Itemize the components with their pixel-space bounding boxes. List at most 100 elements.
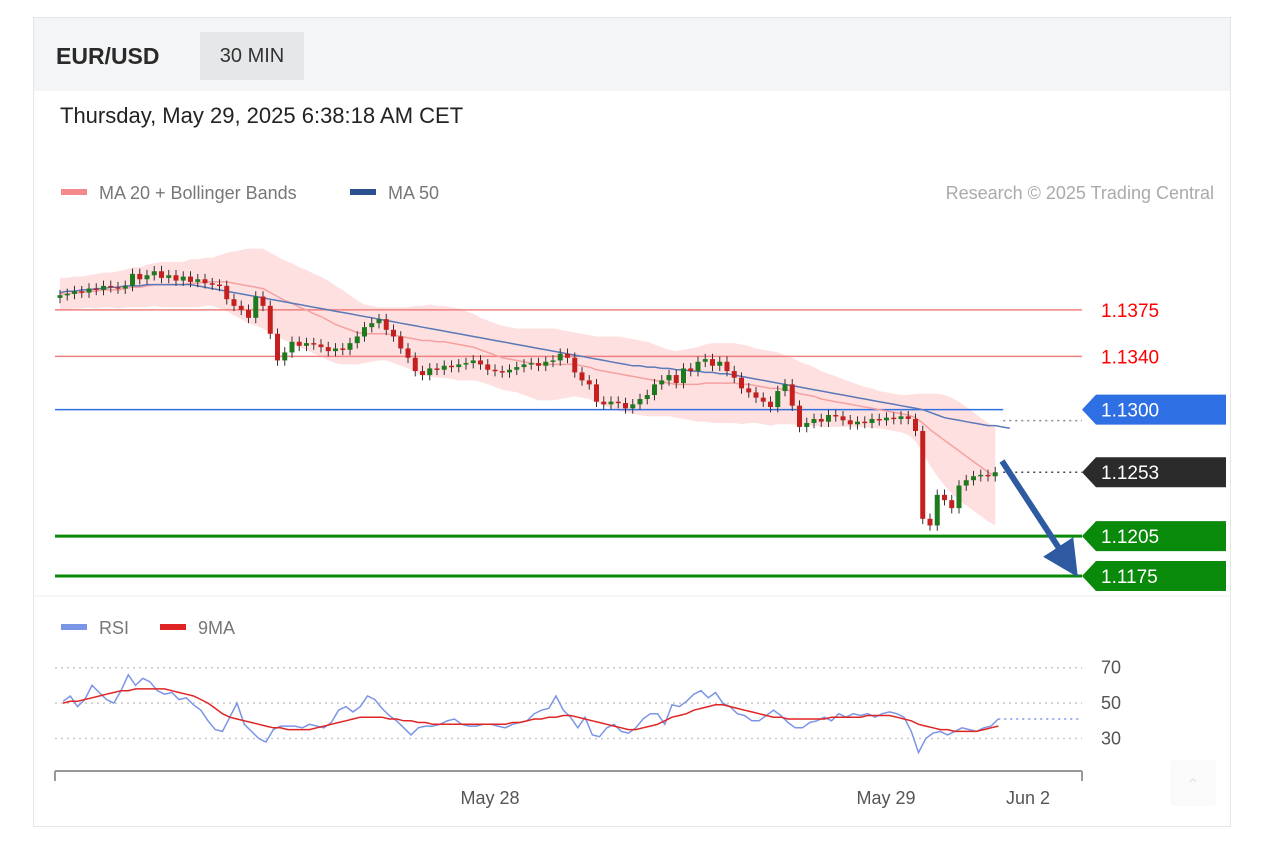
candle [159,265,164,284]
candle [688,363,694,377]
chart-header: EUR/USD 30 MIN [34,18,1230,91]
timeframe-selector[interactable]: 30 MIN [200,32,304,80]
candle [724,356,730,377]
candle [115,281,121,294]
candle [369,317,375,333]
candle [956,480,962,514]
candle [586,375,592,390]
candle [217,279,222,292]
ma20-line [60,281,996,477]
time-tick-label: May 29 [856,788,915,808]
candle [202,273,208,289]
candle [760,392,766,408]
candle [905,411,911,425]
candle [833,409,839,422]
candle [949,494,955,514]
candle [57,289,63,304]
candle [180,271,186,286]
candle [891,412,897,425]
candle [362,321,367,342]
candle [782,379,788,397]
candle [478,355,483,370]
candle [311,337,317,350]
time-tick-label: Jun 2 [1006,788,1050,808]
candle [485,359,491,376]
moving-averages [59,281,1010,477]
candle [615,396,621,409]
ma50-line [59,283,1010,430]
chart-card: EUR/USD 30 MIN Thursday, May 29, 2025 6:… [33,17,1231,827]
candle [383,313,389,336]
candle [405,343,411,364]
chevron-up-icon: ⌃ [1186,777,1199,794]
candle [528,357,534,370]
candle [811,413,817,429]
candle [449,360,454,373]
candle [195,273,201,288]
candle [884,412,889,426]
candle [333,343,338,357]
candle [710,353,715,372]
candle [644,389,650,405]
chart-datetime: Thursday, May 29, 2025 6:38:18 AM CET [60,103,464,128]
candle [188,271,193,288]
candle [992,466,998,482]
candle [768,396,773,413]
rsi-line [62,673,999,755]
candle [64,288,70,301]
level-label-current: 1.1253 [1082,457,1226,488]
candle [122,280,128,294]
candle [594,379,599,408]
rsi-ma-line [62,688,999,733]
candle [412,352,418,377]
candle [775,385,781,413]
symbol-title: EUR/USD [56,43,160,69]
rsi-ma-legend-label: 9MA [198,618,235,638]
candle [579,367,585,386]
time-axis: May 28 May 29 Jun 2 [54,770,1083,808]
candle [818,413,824,427]
ma20-legend-swatch [61,189,87,195]
candle [296,336,302,352]
candle [565,348,570,364]
level-label-resistance: 1.1340 [1101,347,1159,368]
candle [652,379,657,401]
candle [79,285,85,298]
svg-text:1.1205: 1.1205 [1101,527,1159,548]
bollinger-bands [60,248,996,526]
candle [557,348,563,366]
candle [673,369,679,389]
level-label-resistance: 1.1375 [1101,301,1159,322]
candle [354,331,360,349]
candle [282,347,288,366]
candle [826,409,831,427]
candle [253,291,259,324]
rsi-panel: 70 50 30 [55,658,1121,755]
svg-text:1.1300: 1.1300 [1101,401,1159,422]
candle [209,277,215,290]
candle [304,337,309,352]
candle [173,269,179,286]
svg-text:1.1375: 1.1375 [1101,301,1159,322]
candle [942,489,947,506]
level-labels: 1.1375 1.1340 1.1300 1.1253 1.1205 1.1175 [1082,301,1226,592]
candle [108,280,114,293]
scroll-top-button[interactable] [1170,760,1216,806]
candle [731,365,737,384]
rsi-ma-legend-swatch [160,624,186,630]
candle [86,283,92,298]
candle [847,414,853,430]
candle [934,489,940,531]
candle [93,283,99,296]
candle [325,341,331,357]
candle [238,300,244,316]
candle [572,352,578,378]
rsi-tick-label: 50 [1101,693,1121,713]
candle [340,343,346,356]
candle [514,361,520,376]
candle [869,413,875,429]
candle [72,285,77,300]
candle [913,413,918,437]
candle [927,513,933,531]
candle [231,293,237,312]
